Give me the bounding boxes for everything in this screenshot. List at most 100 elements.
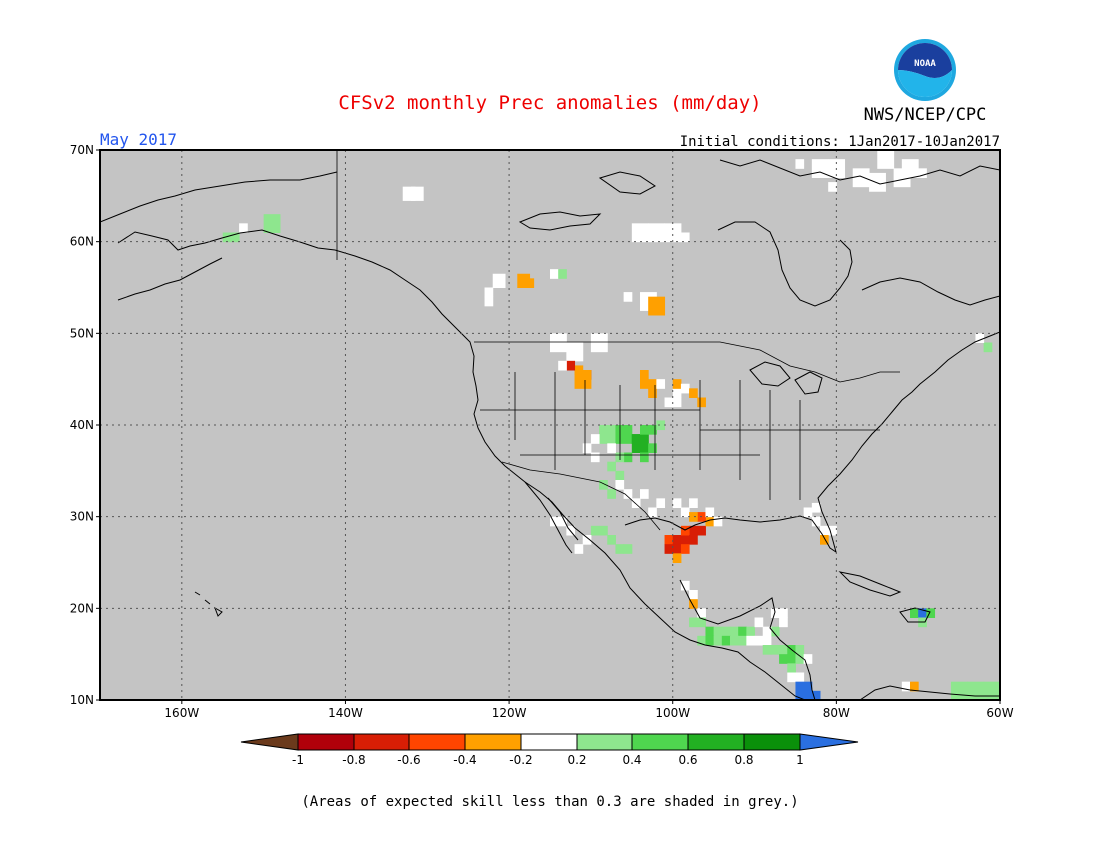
anomaly-cell	[664, 535, 674, 545]
anomaly-cell	[664, 397, 674, 408]
colorbar-label: -0.2	[509, 753, 532, 767]
anomaly-cell	[828, 525, 837, 536]
anomaly-cell	[599, 425, 616, 444]
anomaly-cell	[918, 608, 927, 618]
coastlines	[100, 159, 1000, 700]
anomaly-cell	[762, 635, 772, 646]
anomaly-cell	[779, 654, 788, 664]
anomaly-cell	[910, 681, 919, 692]
lon-tick-label: 100W	[655, 706, 690, 720]
anomaly-cell	[656, 498, 666, 508]
map-content	[100, 150, 1009, 700]
anomaly-cell	[983, 342, 993, 353]
anomaly-cells	[222, 150, 1009, 700]
anomaly-cell	[582, 535, 592, 545]
anomaly-cell	[705, 626, 715, 637]
anomaly-cell	[648, 443, 657, 453]
anomaly-cell	[648, 223, 666, 243]
anomaly-cell	[754, 635, 764, 646]
anomaly-cell	[689, 617, 698, 628]
anomaly-cell	[672, 379, 682, 389]
colorbar-swatch	[464, 733, 522, 751]
month-label: May 2017	[100, 130, 177, 149]
anomaly-cell	[672, 535, 682, 545]
anomaly-cell	[918, 168, 927, 178]
anomaly-cell	[590, 434, 600, 444]
lat-tick-label: 50N	[70, 326, 94, 340]
colorbar-label: 0.6	[678, 753, 697, 767]
anomaly-cell	[607, 535, 616, 545]
colorbar-label: -0.8	[342, 753, 365, 767]
anomaly-cell	[779, 617, 788, 628]
anomaly-cell	[672, 388, 682, 398]
anomaly-cell	[484, 296, 494, 307]
anomaly-cell	[910, 608, 919, 618]
anomaly-cell	[689, 388, 698, 398]
anomaly-cell	[787, 654, 796, 664]
anomaly-cell	[1000, 324, 1009, 334]
colorbar-swatch	[353, 733, 410, 751]
colorbar-label: -0.4	[453, 753, 476, 767]
anomaly-cell	[713, 516, 723, 527]
lat-tick-label: 60N	[70, 235, 94, 249]
anomaly-cell	[689, 599, 698, 609]
anomaly-cell	[697, 525, 706, 536]
anomaly-cell	[811, 690, 821, 700]
anomaly-cell	[877, 150, 895, 169]
anomaly-cell	[680, 580, 690, 591]
anomaly-cell	[672, 544, 682, 554]
colorbar-swatch	[576, 733, 633, 751]
anomaly-cell	[623, 452, 633, 463]
anomaly-cell	[222, 232, 232, 243]
anomaly-cell	[689, 525, 698, 536]
latitude-labels: 10N 20N 30N 40N 50N 60N 70N	[70, 143, 100, 707]
lon-tick-label: 120W	[492, 706, 527, 720]
anomaly-cell	[770, 608, 780, 618]
lat-tick-label: 10N	[70, 693, 94, 707]
anomaly-cell	[738, 635, 747, 646]
noaa-logo-text: NOAA	[914, 59, 936, 69]
anomaly-cell	[484, 287, 494, 298]
colorbar-max-arrow	[799, 733, 859, 751]
anomaly-cell	[828, 182, 837, 192]
anomaly-cell	[599, 480, 608, 490]
anomaly-cell	[869, 172, 886, 192]
colorbar-swatch	[520, 733, 578, 751]
anomaly-cell	[811, 516, 821, 527]
anomaly-cell	[615, 480, 625, 490]
anomaly-cell	[680, 544, 690, 554]
anomaly-cell	[705, 507, 715, 518]
anomaly-cell	[721, 626, 731, 637]
anomaly-cell	[713, 635, 723, 646]
anomaly-cell	[762, 645, 772, 655]
anomaly-cell	[746, 626, 756, 637]
anomaly-cell	[648, 296, 666, 316]
anomaly-cell	[574, 544, 584, 554]
anomaly-cell	[721, 635, 731, 646]
anomaly-cell	[730, 626, 739, 637]
anomaly-cell	[590, 333, 608, 353]
anomaly-cell	[730, 635, 739, 646]
anomaly-cell	[689, 498, 698, 508]
anomaly-cell	[558, 360, 567, 371]
anomaly-cell	[901, 681, 911, 692]
anomaly-cell	[623, 292, 633, 302]
anomaly-cell	[558, 269, 567, 279]
anomaly-cell	[901, 159, 919, 178]
anomaly-cell	[738, 626, 747, 637]
anomaly-cell	[795, 645, 805, 655]
anomaly-cell	[590, 452, 600, 463]
lon-tick-label: 80W	[823, 706, 850, 720]
anomaly-cell	[590, 525, 600, 536]
anomaly-cell	[656, 420, 666, 431]
colorbar-swatch	[408, 733, 466, 751]
longitude-labels: 160W 140W 120W 100W 80W 60W	[164, 700, 1014, 720]
anomaly-cell	[795, 672, 805, 683]
anomaly-cell	[566, 360, 576, 371]
anomaly-cell	[770, 645, 780, 655]
anomaly-cell	[672, 498, 682, 508]
lon-tick-label: 160W	[164, 706, 199, 720]
anomaly-cell	[410, 186, 424, 201]
anomaly-cell	[582, 443, 592, 453]
